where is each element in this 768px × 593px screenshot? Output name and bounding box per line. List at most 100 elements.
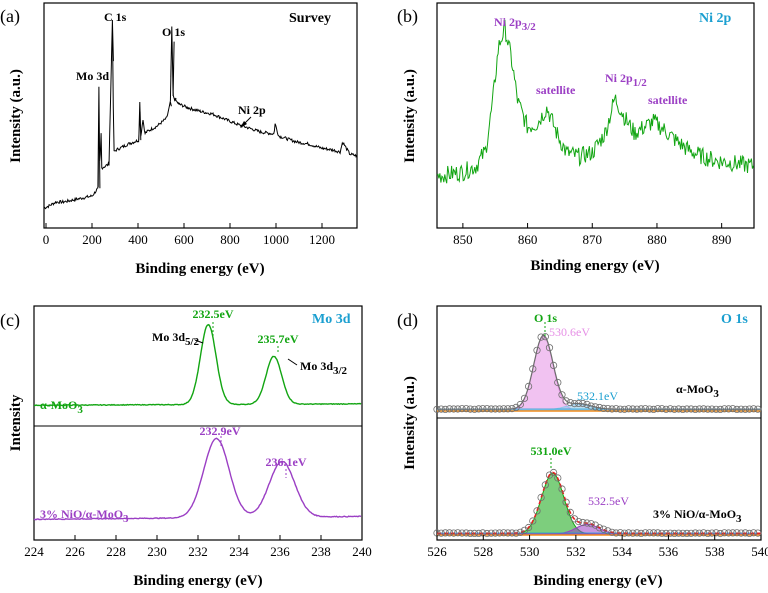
panel-d-moo3-data-point-53 xyxy=(654,405,662,413)
panel-d-nio-moo3-data-point-60 xyxy=(683,529,691,538)
panel-d-moo3-data-point-9 xyxy=(470,405,479,413)
panel-c-ylabel: Intensity xyxy=(8,394,24,451)
panel-d-peak-532-1: 532.1eV xyxy=(577,389,618,403)
panel-d-moo3-data-point-2 xyxy=(441,405,449,413)
panel-d-moo3-data-point-42 xyxy=(608,405,616,413)
panel-d-nio-moo3-data-point-32 xyxy=(566,508,574,517)
panel-c-sample-nio-moo3-sub: 3 xyxy=(123,513,129,525)
panel-d-nio-moo3-data-point-59 xyxy=(679,529,687,537)
panel-d-peak-532-5: 532.5eV xyxy=(588,494,629,508)
panel-c-xtick-label-236: 236 xyxy=(270,544,290,559)
panel-d-moo3-data-point-65 xyxy=(704,405,712,413)
panel-d-moo3-data-point-58 xyxy=(674,405,683,413)
panel-d-nio-moo3-data-point-71 xyxy=(729,529,737,537)
panel-d-moo3-data-point-28 xyxy=(549,361,558,369)
panel-d-nio-moo3-data-point-10 xyxy=(475,529,483,538)
panel-c-title: Mo 3d xyxy=(312,312,351,327)
panel-a-xtick-label-1000: 1000 xyxy=(263,232,289,247)
panel-c-sample-nio-moo3: 3% NiO/α-MoO3 xyxy=(40,507,129,525)
panel-d-xticks: 526 528 530 532 534 536 538 540 xyxy=(427,535,768,559)
panel-d-xtick-label-526: 526 xyxy=(427,544,447,559)
panel-d-nio-moo3-data-point-19 xyxy=(512,529,520,537)
panel-d-moo3-data-point-64 xyxy=(699,405,708,413)
panel-d-moo3-data-point-45 xyxy=(620,405,629,413)
panel-d-moo3-data-point-22 xyxy=(524,382,533,390)
panel-d-nio-moo3-data-point-47 xyxy=(629,529,637,537)
panel-d-peak-531-0: 531.0eV xyxy=(531,444,572,458)
panel-d-moo3-data-point-13 xyxy=(487,405,495,413)
panel-d-ylabel: Intensity (a.u.) xyxy=(402,376,418,470)
panel-a-xtick-label-200: 200 xyxy=(82,232,102,247)
panel-d-nio-moo3-data-point-52 xyxy=(649,529,658,537)
panel-d-nio-moo3-data-point-66 xyxy=(708,529,716,537)
panel-d-nio-moo3-data-point-40 xyxy=(599,525,608,533)
panel-a-ni2p-arrowhead xyxy=(240,121,247,128)
panel-d-nio-moo3-data-point-36 xyxy=(583,519,591,527)
panel-d-moo3-data-point-57 xyxy=(670,405,679,413)
panel-d-nio-moo3-data-point-34 xyxy=(574,517,583,526)
panel-d-nio-moo3-data-point-54 xyxy=(658,529,666,537)
panel-d-nio-moo3-data-point-14 xyxy=(491,529,499,537)
panel-d-moo3-data-point-62 xyxy=(691,405,699,413)
panel-d-xtick-label-528: 528 xyxy=(474,544,494,559)
panel-c-mo3d52-sub: 5/2 xyxy=(185,336,200,348)
panel-c-nio-moo3-line xyxy=(33,437,362,521)
panel-d-frame xyxy=(436,305,762,541)
panel-d-nio-moo3-data-point-27 xyxy=(545,471,554,479)
panel-b-peak-ni2p32-main: Ni 2p xyxy=(494,15,522,29)
panel-a-title: Survey xyxy=(289,11,331,26)
panel-d-nio-moo3-data-point-72 xyxy=(733,529,741,537)
panel-d-nio-moo3-data-point-26 xyxy=(541,481,549,489)
panel-d-moo3-data-point-63 xyxy=(695,405,704,413)
panel-d-nio-moo3-data-point-25 xyxy=(537,493,545,502)
panel-b-xtick-label-890: 890 xyxy=(712,232,732,247)
panel-a-peak-mo3d: Mo 3d xyxy=(76,69,109,83)
panel-d-moo3-data-point-33 xyxy=(570,399,579,408)
panel-d-moo3-data-point-41 xyxy=(604,404,612,413)
panel-c-peak-236-1: 236.1eV xyxy=(266,455,307,469)
panel-d-moo3-data-point-32 xyxy=(566,398,574,407)
panel-d-nio-moo3-fit xyxy=(433,468,762,538)
panel-a-xlabel: Binding energy (eV) xyxy=(135,261,264,277)
panel-d-moo3-data-point-26 xyxy=(541,333,549,341)
panel-a-xtick-label-400: 400 xyxy=(128,232,148,247)
panel-c-xtick-label-226: 226 xyxy=(65,544,85,559)
panel-a-xtick-label-800: 800 xyxy=(220,232,240,247)
panel-c-xtick-label-234: 234 xyxy=(229,544,249,559)
panel-b-xtick-label-850: 850 xyxy=(453,232,473,247)
panel-d-moo3-data-point-16 xyxy=(500,405,508,413)
panel-d-nio-moo3-data-point-73 xyxy=(737,529,745,537)
panel-b-ni2p-line xyxy=(436,19,754,184)
panel-d-moo3-data-point-75 xyxy=(745,405,754,413)
panel-d-sample-nio-moo3-sub: 3 xyxy=(736,513,742,525)
panel-d-moo3-data-point-0 xyxy=(433,405,441,413)
panel-b-peak-ni2p12: Ni 2p1/2 xyxy=(605,71,647,89)
panel-d-moo3-data-point-6 xyxy=(458,405,466,413)
panel-b-peak-ni2p12-main: Ni 2p xyxy=(605,71,633,85)
panel-d-moo3-data-point-35 xyxy=(579,399,587,408)
panel-d-sample-moo3: α-MoO3 xyxy=(676,382,719,400)
panel-d-moo3-data-point-12 xyxy=(483,405,491,413)
panel-c-xtick-label-232: 232 xyxy=(188,544,208,559)
panel-d-moo3-data-point-47 xyxy=(629,405,637,413)
panel-c-xtick-label-240: 240 xyxy=(352,544,372,559)
panel-d-moo3-data-point-1 xyxy=(437,405,445,413)
panel-d-nio-moo3-data-point-62 xyxy=(691,529,699,537)
panel-d-moo3-data-point-70 xyxy=(724,405,733,413)
panel-a-peak-c1s: C 1s xyxy=(104,10,127,24)
panel-d-nio-moo3-data-point-2 xyxy=(441,529,449,537)
panel-d-nio-moo3-data-point-35 xyxy=(579,518,587,527)
panel-d-moo3-data-point-67 xyxy=(712,405,720,413)
panel-d-moo3-data-point-27 xyxy=(545,344,554,352)
panel-a-frame xyxy=(43,2,358,229)
panel-d-moo3-data-point-7 xyxy=(462,405,470,413)
panel-d-moo3-data-point-18 xyxy=(508,404,516,413)
panel-d-moo3-data-point-66 xyxy=(708,405,716,413)
panel-c-mo3d52: Mo 3d5/2 xyxy=(152,330,200,348)
panel-d-nio-moo3-data-point-48 xyxy=(633,529,641,537)
panel-a: 0 200 400 600 800 1000 1200 (a) Survey Mo 3d C… xyxy=(0,2,358,277)
panel-d-xtick-label-530: 530 xyxy=(520,544,540,559)
panel-d-moo3-data-point-71 xyxy=(729,405,737,413)
panel-d-nio-moo3-data-point-58 xyxy=(674,529,683,537)
